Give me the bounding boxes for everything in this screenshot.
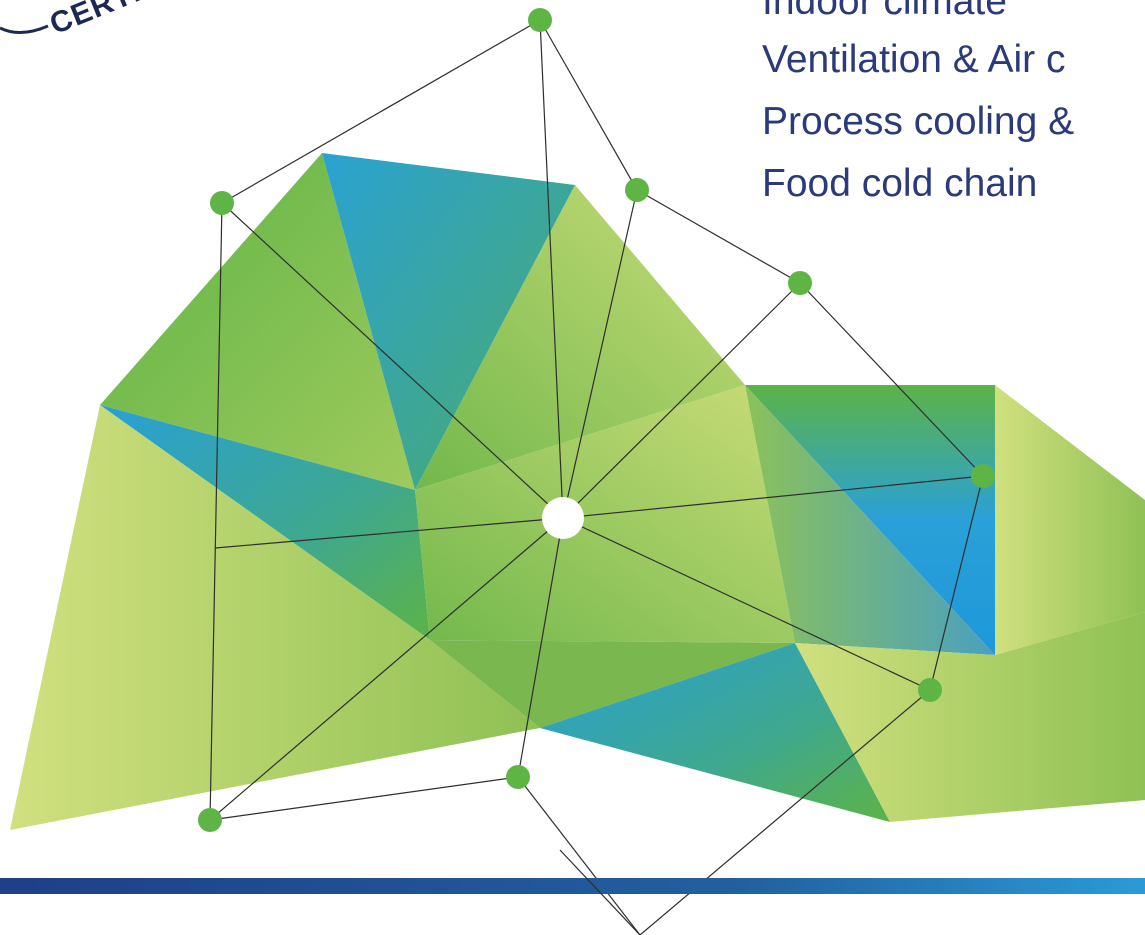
network-node-icon: [918, 678, 942, 702]
list-item-food-cold-chain: Food cold chain: [762, 162, 1038, 205]
network-node-icon: [210, 191, 234, 215]
network-node-icon: [506, 765, 530, 789]
network-node-icon: [625, 178, 649, 202]
list-item-ventilation: Ventilation & Air c: [762, 38, 1066, 81]
network-nodes: [198, 8, 995, 832]
list-item-indoor-climate: Indoor climate: [762, 0, 1007, 23]
network-node-icon: [198, 808, 222, 832]
polygon-mosaic: [10, 153, 1145, 830]
certified-seal-icon: [0, 24, 49, 34]
network-node-icon: [788, 271, 812, 295]
network-node-icon: [971, 464, 995, 488]
network-node-icon: [528, 8, 552, 32]
list-item-process-cooling: Process cooling &: [762, 100, 1075, 143]
network-hub-icon: [542, 497, 584, 539]
footer-bar: [0, 878, 1145, 894]
network-lines: [209, 19, 984, 935]
